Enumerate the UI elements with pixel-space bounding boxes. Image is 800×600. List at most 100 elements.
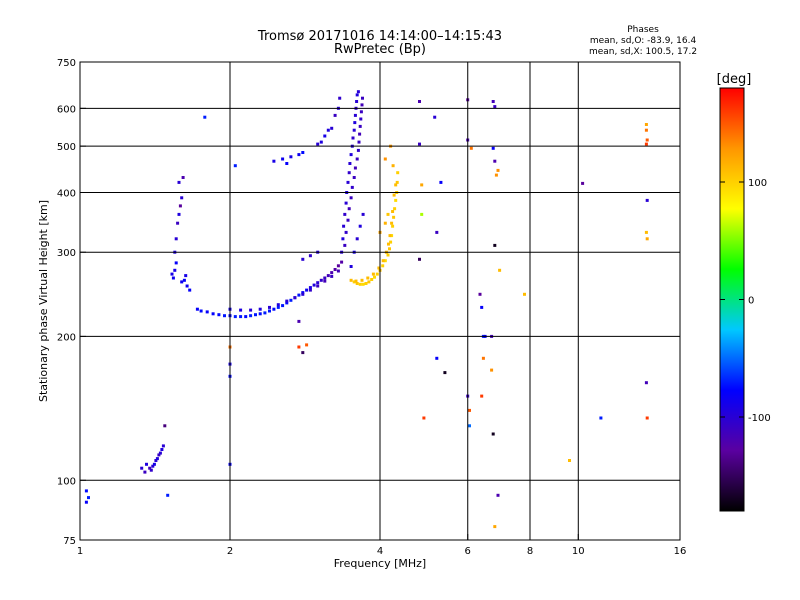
o-mode-point — [154, 459, 158, 462]
x-tick-label: 6 — [465, 546, 471, 557]
o-mode-point — [249, 314, 253, 318]
o-mode-point — [420, 183, 424, 187]
chart-subtitle: RwPretec (Bp) — [334, 42, 426, 57]
o-mode-point — [157, 453, 161, 457]
o-mode-point — [523, 292, 526, 296]
o-mode-point — [155, 457, 159, 461]
o-mode-point — [355, 100, 359, 103]
o-mode-point — [173, 268, 177, 272]
o-mode-point — [188, 288, 192, 292]
o-mode-point — [140, 466, 144, 470]
o-mode-point — [644, 123, 648, 126]
o-mode-point — [418, 257, 421, 261]
o-mode-point — [268, 309, 271, 313]
o-mode-point — [349, 196, 353, 200]
o-mode-point — [305, 343, 309, 347]
o-mode-point — [333, 268, 337, 271]
o-mode-point — [330, 126, 334, 130]
o-mode-point — [233, 315, 237, 319]
o-mode-point — [301, 257, 305, 261]
o-mode-point — [342, 224, 346, 228]
o-mode-point — [161, 444, 165, 448]
o-mode-point — [281, 157, 285, 161]
o-mode-point — [297, 345, 301, 349]
x-mode-point — [388, 247, 391, 251]
o-mode-point — [170, 272, 174, 276]
o-mode-point — [149, 468, 153, 472]
o-mode-point — [357, 140, 361, 144]
x-mode-point — [392, 193, 396, 197]
o-mode-point — [185, 284, 189, 288]
o-mode-point — [297, 293, 301, 297]
o-mode-point — [323, 276, 327, 280]
x-mode-point — [390, 221, 394, 225]
o-mode-point — [353, 113, 357, 117]
o-mode-point — [645, 138, 649, 142]
o-mode-point — [84, 500, 88, 504]
o-mode-point — [491, 146, 495, 150]
o-mode-point — [352, 176, 356, 179]
o-mode-point — [348, 162, 352, 165]
o-mode-point — [239, 308, 243, 312]
o-mode-point — [469, 146, 473, 150]
o-mode-point — [316, 142, 320, 146]
o-mode-point — [435, 230, 439, 234]
grid-lines — [80, 62, 680, 540]
o-mode-point — [233, 164, 237, 168]
o-mode-point — [308, 254, 312, 258]
o-mode-point — [433, 115, 437, 119]
o-mode-point — [491, 432, 495, 436]
o-mode-point — [480, 305, 484, 309]
y-tick-label: 750 — [57, 58, 76, 69]
o-mode-point — [644, 142, 648, 146]
x-mode-point — [381, 259, 385, 263]
o-mode-point — [493, 159, 497, 163]
o-mode-point — [644, 230, 648, 234]
o-mode-point — [468, 408, 471, 412]
o-mode-point — [343, 243, 347, 247]
o-mode-point — [568, 459, 571, 462]
x-mode-point — [386, 212, 390, 216]
o-mode-point — [289, 298, 293, 302]
o-mode-point — [359, 110, 363, 114]
x-mode-point — [394, 183, 398, 187]
o-mode-point — [199, 309, 203, 313]
o-mode-point — [422, 416, 426, 420]
o-mode-point — [359, 117, 363, 121]
colorbar-tick-label: 100 — [748, 178, 767, 189]
o-mode-point — [356, 148, 360, 152]
o-mode-point — [480, 394, 484, 398]
x-mode-point — [373, 275, 376, 279]
x-mode-point — [392, 215, 396, 219]
o-mode-point — [343, 212, 347, 216]
o-mode-point — [180, 196, 184, 200]
o-mode-point — [281, 304, 285, 308]
o-mode-point — [244, 315, 248, 319]
o-mode-point — [148, 466, 152, 470]
y-axis-label: Stationary phase Virtual Height [km] — [37, 200, 50, 402]
x-tick-label: 1 — [77, 546, 83, 557]
x-axis-label: Frequency [MHz] — [334, 557, 426, 570]
y-tick-label: 500 — [57, 142, 76, 153]
o-mode-point — [418, 142, 421, 146]
o-mode-point — [195, 307, 199, 311]
o-mode-point — [418, 100, 421, 103]
o-mode-point — [353, 121, 357, 125]
y-tick-label: 100 — [57, 476, 76, 487]
o-mode-point — [347, 171, 351, 175]
o-mode-point — [305, 288, 309, 292]
o-mode-point — [326, 128, 330, 132]
o-mode-point — [289, 155, 293, 159]
y-tick-label: 300 — [57, 248, 76, 259]
o-mode-point — [268, 305, 271, 309]
o-mode-point — [177, 180, 181, 184]
o-mode-point — [468, 424, 471, 428]
x-mode-point — [358, 282, 362, 286]
o-mode-point — [297, 319, 301, 323]
o-mode-point — [346, 218, 350, 222]
y-tick-label: 600 — [57, 104, 76, 115]
x-mode-point — [371, 272, 375, 276]
o-mode-point — [308, 286, 312, 290]
o-mode-point — [350, 185, 354, 189]
